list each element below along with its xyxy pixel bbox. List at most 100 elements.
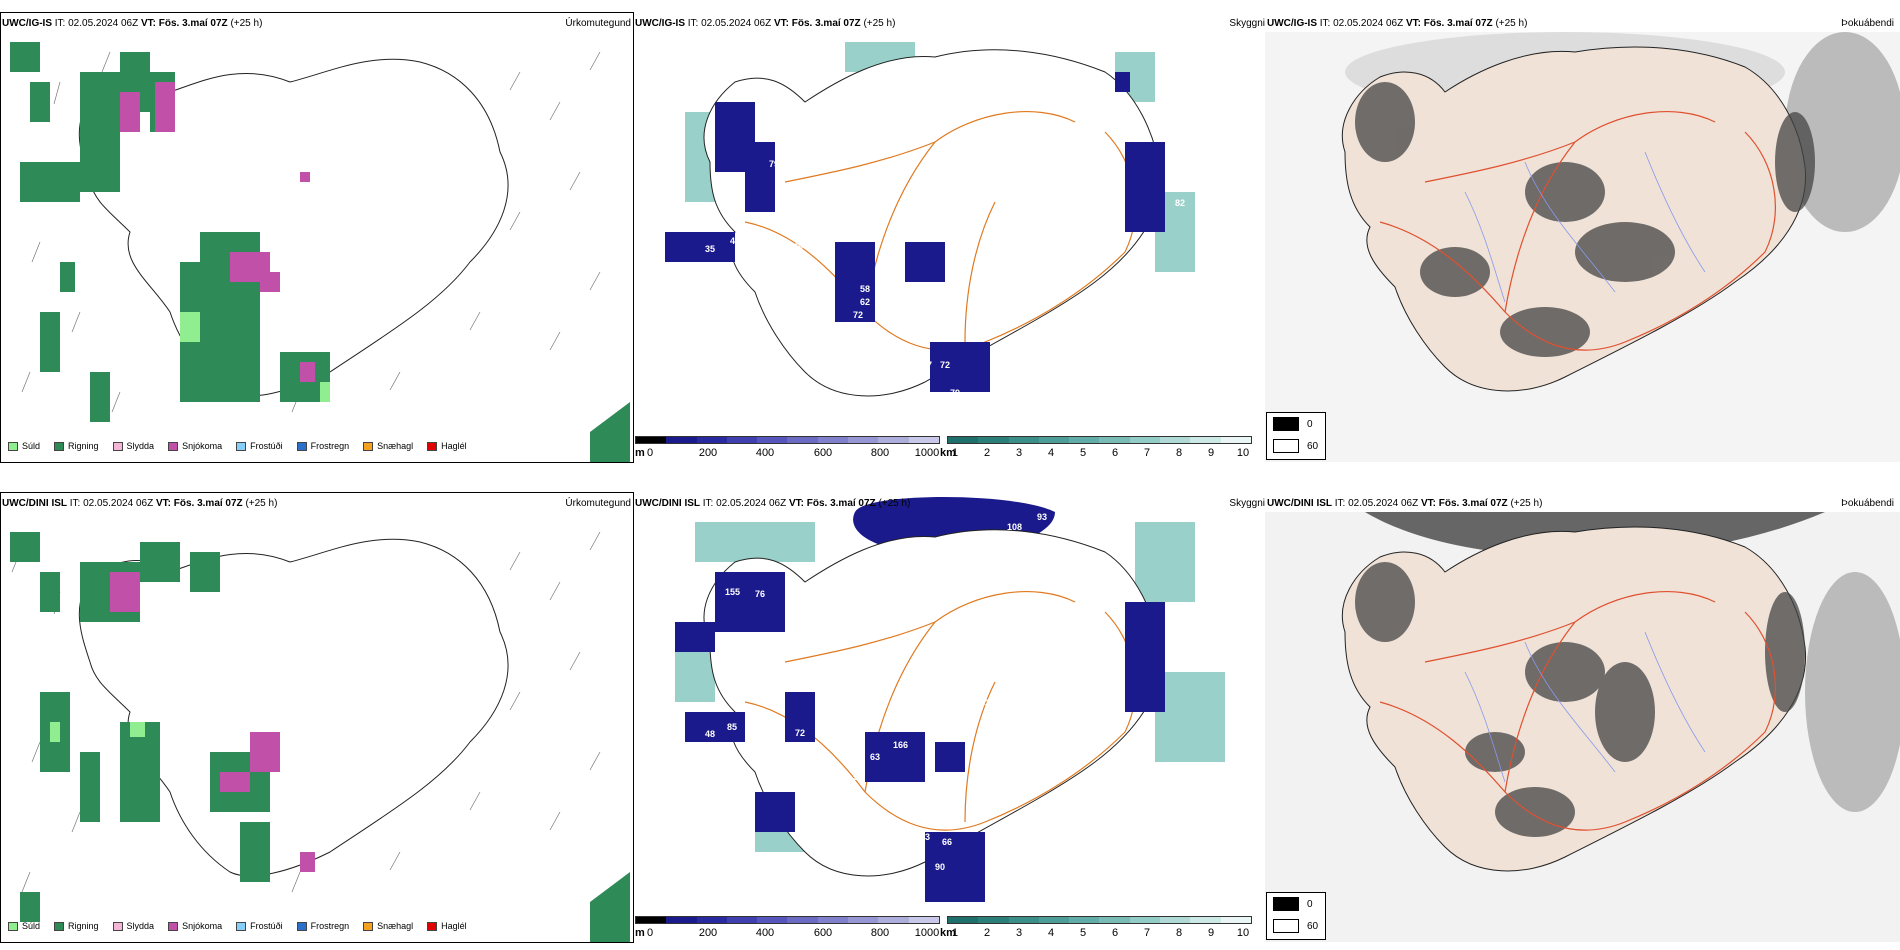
panel-header: UWC/IG-IS IT: 02.05.2024 06Z VT: Fös. 3.… — [635, 18, 896, 29]
drizzle-areas — [50, 722, 145, 742]
snow-areas — [110, 572, 315, 872]
precip-legend: Súld Rigning Slydda Snjókoma Frostúði Fr… — [8, 921, 467, 931]
cloud-label: 70 — [915, 847, 926, 857]
cloud-label: 53 — [853, 772, 864, 782]
cloud-label: 63 — [870, 752, 881, 762]
panel-header: UWC/IG-IS IT: 02.05.2024 06Z VT: Fös. 3.… — [2, 18, 263, 29]
roads — [1379, 111, 1776, 351]
fog-indicator-panel-row1: UWC/IG-IS IT: 02.05.2024 06Z VT: Fös. 3.… — [1265, 12, 1900, 464]
panel-header: UWC/DINI ISL IT: 02.05.2024 06Z VT: Fös.… — [635, 498, 911, 509]
cloud-label: 296 — [1175, 328, 1191, 338]
drizzle-areas — [180, 312, 330, 402]
cloud-label: 355 — [1225, 707, 1241, 717]
cloud-label: 72 — [795, 728, 806, 738]
fog-indicator-panel-row2: UWC/DINI ISL IT: 02.05.2024 06Z VT: Fös.… — [1265, 492, 1900, 944]
cloud-label: 46 — [730, 236, 741, 246]
iceland-coastline — [78, 538, 509, 877]
visibility-teal-areas — [685, 42, 1195, 342]
precip-map-row2 — [10, 531, 630, 942]
cloud-label: 90 — [776, 197, 787, 207]
precip-type-panel-row1: UWC/IG-IS IT: 02.05.2024 06Z VT: Fös. 3.… — [0, 12, 635, 464]
fog-dark-areas — [1355, 562, 1805, 837]
cloud-label: 96 — [888, 274, 899, 284]
cloud-label: 82 — [1175, 198, 1186, 208]
cloud-label: 48 — [705, 729, 716, 739]
panel-title: Úrkomutegund — [565, 18, 631, 29]
legend-item: Slydda — [112, 921, 154, 931]
cloud-label: 93 — [1037, 512, 1048, 522]
fog-dark-areas — [1355, 82, 1815, 357]
cloud-label: 96 — [779, 679, 790, 689]
precip-map-row1 — [10, 42, 630, 462]
cloud-label: 64 — [950, 250, 961, 260]
colorbar-visibility-km — [947, 916, 1252, 924]
cloud-label: 72 — [853, 310, 864, 320]
colorbar-height-m — [635, 436, 940, 444]
legend-item: Súld — [8, 441, 40, 451]
legend-item: Slydda — [112, 441, 154, 451]
cloud-label: 363 — [917, 782, 933, 792]
panel-header: UWC/DINI ISL IT: 02.05.2024 06Z VT: Fös.… — [2, 498, 278, 509]
cloud-label: 49 — [910, 388, 921, 398]
cloud-label: 72 — [940, 360, 951, 370]
legend-item: Haglél — [427, 441, 467, 451]
fog-map-row2 — [1265, 512, 1900, 942]
legend-item: Rigning — [54, 441, 99, 451]
colorbar-ticks: 1 2 3 4 5 6 7 8 9 10 — [951, 927, 1250, 939]
cloud-visibility-panel-row1: UWC/IG-IS IT: 02.05.2024 06Z VT: Fös. 3.… — [635, 12, 1265, 464]
snow-areas — [120, 82, 315, 382]
cloud-label: 59 — [762, 234, 773, 244]
cloud-label: 58 — [1200, 210, 1211, 220]
legend-item: Frostregn — [296, 441, 349, 451]
colorbar-unit: km — [940, 927, 956, 939]
panel-frame — [0, 12, 634, 463]
cloud-label: 51 — [823, 819, 834, 829]
panel-frame — [0, 492, 634, 943]
cloud-label: 53 — [1190, 164, 1201, 174]
rivers — [1464, 631, 1706, 783]
legend-item: Súld — [8, 921, 40, 931]
panel-title: Úrkomutegund — [565, 498, 631, 509]
cloud-label: 76 — [755, 589, 766, 599]
cloud-label: 79 — [950, 388, 961, 398]
fog-legend-row2: 0 60 — [1266, 892, 1326, 940]
cloud-label: 88 — [775, 248, 786, 258]
colorbar-unit: m — [635, 927, 645, 939]
colorbar-ticks: 0 200 400 600 800 1000 — [646, 927, 940, 939]
cloud-label: 155 — [725, 587, 741, 597]
cloud-label: 87 — [922, 360, 933, 370]
cloud-label: 837 — [980, 698, 996, 708]
rain-areas — [10, 42, 630, 462]
legend-item: Frostúði — [236, 921, 283, 931]
colorbar-height-m — [635, 916, 940, 924]
cloud-map-row2 — [675, 497, 1225, 902]
fog-legend-row1: 0 60 — [1266, 412, 1326, 460]
cloud-label: 93 — [785, 182, 796, 192]
cloud-label: 87 — [745, 718, 756, 728]
panel-title: Skyggni — [1229, 18, 1265, 29]
legend-item: Snæhagl — [363, 441, 413, 451]
precip-legend: Súld Rigning Slydda Snjókoma Frostúði Fr… — [8, 441, 467, 451]
legend-item: Snjókoma — [168, 921, 222, 931]
roads — [1379, 591, 1776, 831]
cloud-label: 90 — [935, 862, 946, 872]
cloud-label: 79 — [769, 159, 780, 169]
cloud-label: 65 — [805, 834, 816, 844]
legend-item: Snæhagl — [363, 921, 413, 931]
cloud-label: 102 — [947, 730, 963, 740]
cloud-label: 66 — [942, 837, 953, 847]
fog-map-row1 — [1265, 32, 1900, 462]
cloud-label: 85 — [727, 722, 738, 732]
cloud-label: 76 — [1140, 104, 1151, 114]
panel-header: UWC/DINI ISL IT: 02.05.2024 06Z VT: Fös.… — [1267, 498, 1543, 509]
cloud-label: 166 — [893, 740, 909, 750]
panel-title: Þokuábendi — [1841, 18, 1894, 29]
legend-item: Rigning — [54, 921, 99, 931]
cloud-label: 63 — [805, 314, 816, 324]
cloud-label: 30 — [993, 685, 1004, 695]
precip-type-panel-row2: UWC/DINI ISL IT: 02.05.2024 06Z VT: Fös.… — [0, 492, 635, 944]
colorbar-unit: m — [635, 447, 645, 459]
colorbar-unit: km — [940, 447, 956, 459]
rivers — [1464, 151, 1706, 303]
cloud-label: 109 — [967, 538, 983, 548]
